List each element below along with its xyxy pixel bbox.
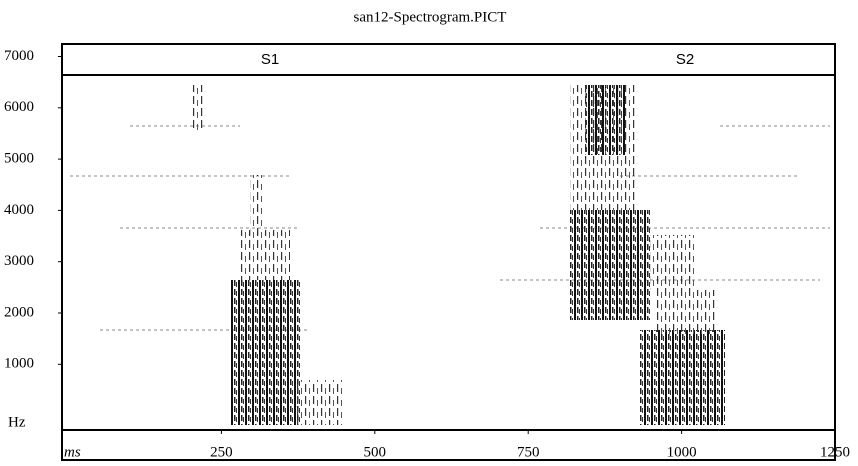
segment-label: S1	[261, 51, 279, 68]
x-tick-label: 1000	[667, 444, 697, 460]
x-tick-label: 250	[210, 444, 233, 460]
segment-label: S2	[676, 51, 694, 68]
spectrogram-image	[70, 85, 830, 425]
y-tick-label: 6000	[4, 99, 34, 115]
x-axis-label: ms	[64, 444, 81, 460]
y-tick-label: 3000	[4, 253, 34, 269]
y-tick-label: 5000	[4, 151, 34, 167]
chart-title: san12-Spectrogram.PICT	[354, 9, 507, 25]
y-tick-label: 2000	[4, 304, 34, 320]
x-axis-box	[61, 429, 836, 461]
y-tick-label: 4000	[4, 202, 34, 218]
x-tick-label: 750	[517, 444, 540, 460]
y-tick-label: 1000	[4, 356, 34, 372]
x-tick-label: 1250	[820, 444, 850, 460]
y-tick-label: 7000	[4, 48, 34, 64]
x-tick-label: 500	[364, 444, 387, 460]
segment-header	[61, 43, 836, 76]
y-axis-label: Hz	[8, 414, 26, 430]
